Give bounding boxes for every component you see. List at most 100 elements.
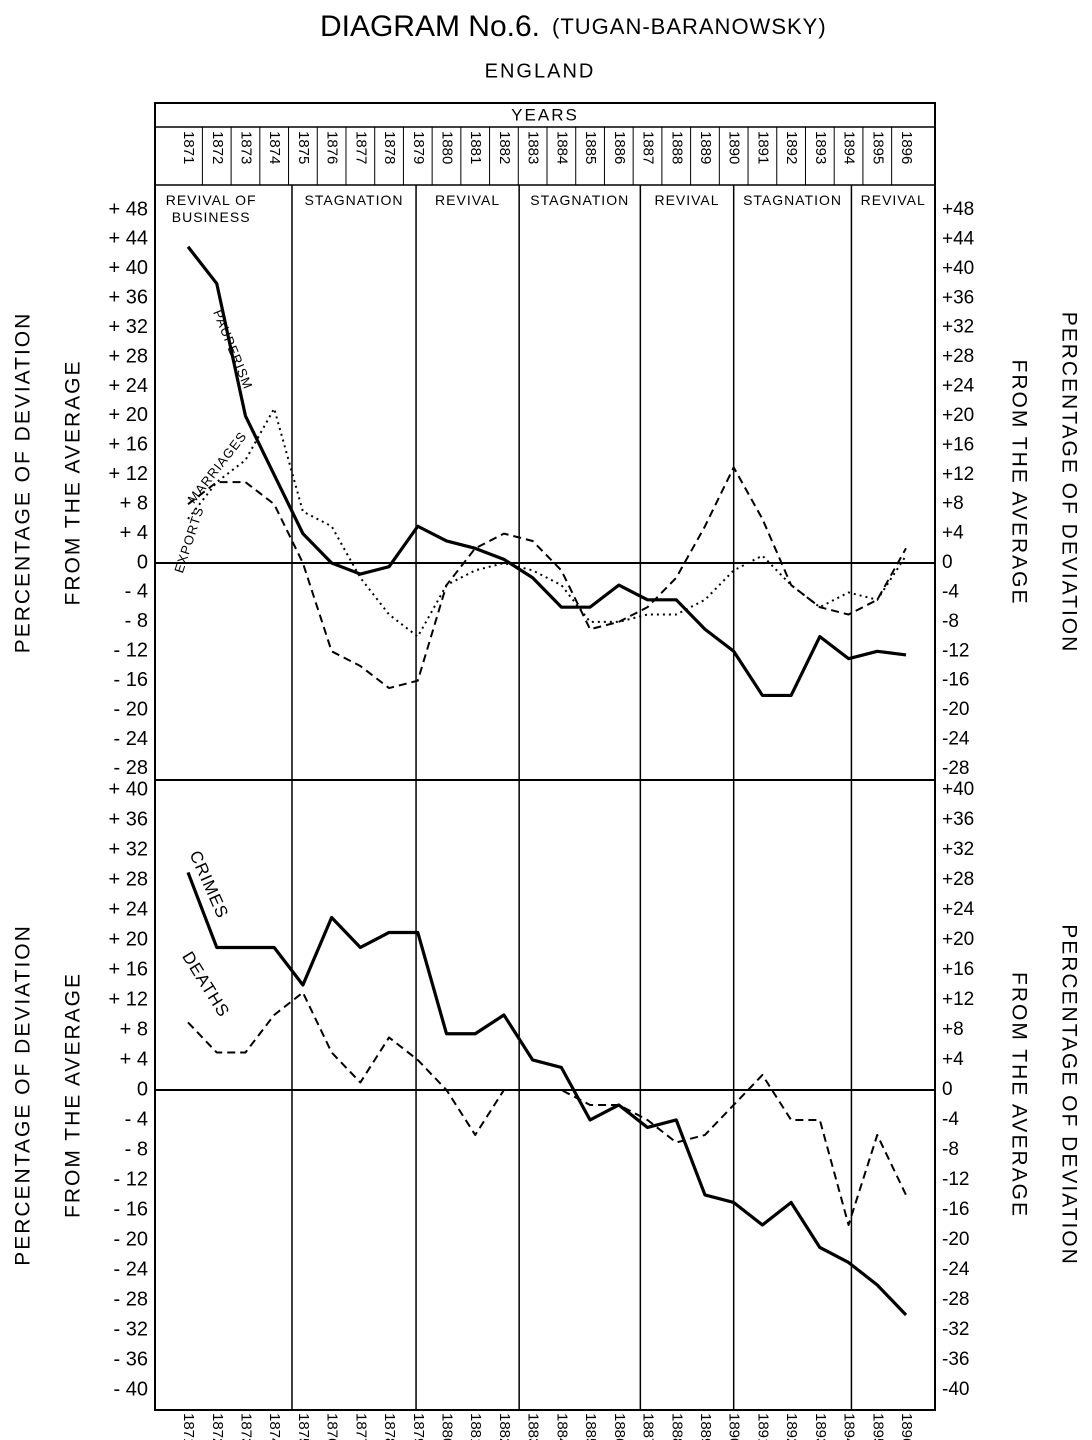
y2-tick-label: -8 bbox=[942, 1139, 959, 1160]
x-tick-label: 1871 bbox=[180, 131, 197, 164]
series-line bbox=[187, 991, 907, 1226]
y-tick-label: - 12 bbox=[114, 640, 148, 662]
y2-tick-label: +36 bbox=[942, 809, 974, 830]
y2-tick-label: +20 bbox=[942, 929, 974, 950]
x-tick-label: 1891 bbox=[754, 131, 771, 164]
x-tick-label: 1881 bbox=[467, 1413, 484, 1440]
y-tick-label: - 16 bbox=[114, 1198, 148, 1220]
y-tick-label: - 20 bbox=[114, 698, 148, 720]
y2-tick-label: +12 bbox=[942, 989, 974, 1010]
x-tick-label: 1895 bbox=[869, 1413, 886, 1440]
phase-label: STAGNATION bbox=[530, 192, 630, 208]
y-tick-label: - 16 bbox=[114, 669, 148, 691]
y-tick-label: + 44 bbox=[109, 228, 148, 250]
x-tick-label: 1877 bbox=[352, 131, 369, 164]
x-tick-label: 1892 bbox=[783, 131, 800, 164]
x-tick-label: 1885 bbox=[582, 1413, 599, 1440]
y2-tick-label: -32 bbox=[942, 1319, 969, 1340]
y2-tick-label: -24 bbox=[942, 729, 970, 750]
x-tick-label: 1880 bbox=[439, 131, 456, 164]
x-tick-label: 1875 bbox=[295, 131, 312, 164]
y2-axis-label: FROM THE AVERAGE bbox=[1007, 360, 1030, 606]
phase-label: REVIVAL OF BUSINESS bbox=[165, 192, 257, 225]
y2-tick-label: -4 bbox=[942, 1109, 959, 1130]
x-tick-label: 1888 bbox=[668, 131, 685, 164]
y2-tick-label: +16 bbox=[942, 959, 974, 980]
x-tick-label: 1876 bbox=[324, 1413, 341, 1440]
y-tick-label: - 8 bbox=[125, 1138, 148, 1160]
x-tick-label: 1878 bbox=[381, 1413, 398, 1440]
x-tick-label: 1880 bbox=[439, 1413, 456, 1440]
y2-tick-label: +4 bbox=[942, 1049, 964, 1070]
y2-tick-label: +4 bbox=[942, 523, 964, 544]
x-tick-label: 1881 bbox=[467, 131, 484, 164]
y-tick-label: - 8 bbox=[125, 610, 148, 632]
y2-tick-label: -40 bbox=[942, 1379, 969, 1400]
x-tick-label: 1893 bbox=[812, 1413, 829, 1440]
y2-tick-label: 0 bbox=[942, 552, 953, 573]
y-tick-label: - 40 bbox=[114, 1378, 148, 1400]
x-tick-label: 1889 bbox=[697, 131, 714, 164]
series-line bbox=[187, 407, 907, 638]
y-tick-label: - 12 bbox=[114, 1168, 148, 1190]
x-tick-label: 1882 bbox=[496, 1413, 513, 1440]
x-tick-label: 1877 bbox=[352, 1413, 369, 1440]
y-tick-label: 0 bbox=[137, 551, 148, 573]
y2-tick-label: -20 bbox=[942, 1229, 969, 1250]
y2-tick-label: -36 bbox=[942, 1349, 969, 1370]
y2-tick-label: +8 bbox=[942, 1019, 964, 1040]
y-tick-label: + 12 bbox=[109, 988, 148, 1010]
y-tick-label: + 20 bbox=[109, 404, 148, 426]
y-tick-label: + 36 bbox=[109, 287, 148, 309]
y-tick-label: 0 bbox=[137, 1078, 148, 1100]
series-label: DEATHS bbox=[178, 948, 233, 1021]
x-tick-label: 1879 bbox=[410, 131, 427, 164]
y-tick-label: + 36 bbox=[109, 808, 148, 830]
phase-label: STAGNATION bbox=[743, 192, 842, 208]
frame bbox=[154, 102, 936, 1411]
x-tick-label: 1876 bbox=[324, 131, 341, 164]
y-tick-label: - 4 bbox=[125, 581, 148, 603]
y2-tick-label: -16 bbox=[942, 670, 969, 691]
y-tick-label: + 4 bbox=[120, 1048, 148, 1070]
y-tick-label: + 8 bbox=[120, 1018, 148, 1040]
y-tick-label: + 32 bbox=[109, 316, 148, 338]
y2-tick-label: +28 bbox=[942, 869, 974, 890]
chart-title: DIAGRAM No.6. bbox=[320, 10, 540, 43]
series-line bbox=[186, 245, 907, 698]
x-tick-label: 1891 bbox=[754, 1413, 771, 1440]
x-tick-label: 1894 bbox=[841, 131, 858, 164]
x-tick-label: 1875 bbox=[295, 1413, 312, 1440]
y2-tick-label: +12 bbox=[942, 464, 974, 485]
x-tick-label: 1885 bbox=[582, 131, 599, 164]
y2-tick-label: -28 bbox=[942, 758, 969, 779]
x-tick-label: 1894 bbox=[841, 1413, 858, 1440]
y-tick-label: + 16 bbox=[109, 958, 148, 980]
x-tick-label: 1874 bbox=[266, 131, 283, 164]
series-line bbox=[187, 466, 907, 690]
y2-tick-label: -28 bbox=[942, 1289, 969, 1310]
x-tick-label: 1884 bbox=[553, 131, 570, 164]
y-axis-label: PERCENTAGE OF DEVIATION bbox=[12, 312, 35, 654]
y-tick-label: + 28 bbox=[109, 345, 148, 367]
x-tick-label: 1890 bbox=[726, 1413, 743, 1440]
x-tick-label: 1893 bbox=[812, 131, 829, 164]
y2-tick-label: +44 bbox=[942, 228, 975, 249]
x-tick-label: 1886 bbox=[611, 1413, 628, 1440]
y2-tick-label: -8 bbox=[942, 611, 959, 632]
y2-tick-label: +8 bbox=[942, 493, 964, 514]
y-tick-label: - 20 bbox=[114, 1228, 148, 1250]
chart-author: (TUGAN-BARANOWSKY) bbox=[552, 14, 827, 39]
y2-tick-label: +32 bbox=[942, 839, 974, 860]
y2-axis-label: PERCENTAGE OF DEVIATION bbox=[1057, 312, 1080, 654]
phase-label: STAGNATION bbox=[304, 192, 404, 208]
x-tick-label: 1871 bbox=[180, 1413, 197, 1440]
x-tick-label: 1874 bbox=[266, 1413, 283, 1440]
x-tick-label: 1882 bbox=[496, 131, 513, 164]
phase-label: REVIVAL bbox=[435, 192, 501, 208]
y-tick-label: - 24 bbox=[114, 1258, 148, 1280]
y-tick-label: - 28 bbox=[114, 1288, 148, 1310]
x-tick-label: 1873 bbox=[237, 131, 254, 164]
